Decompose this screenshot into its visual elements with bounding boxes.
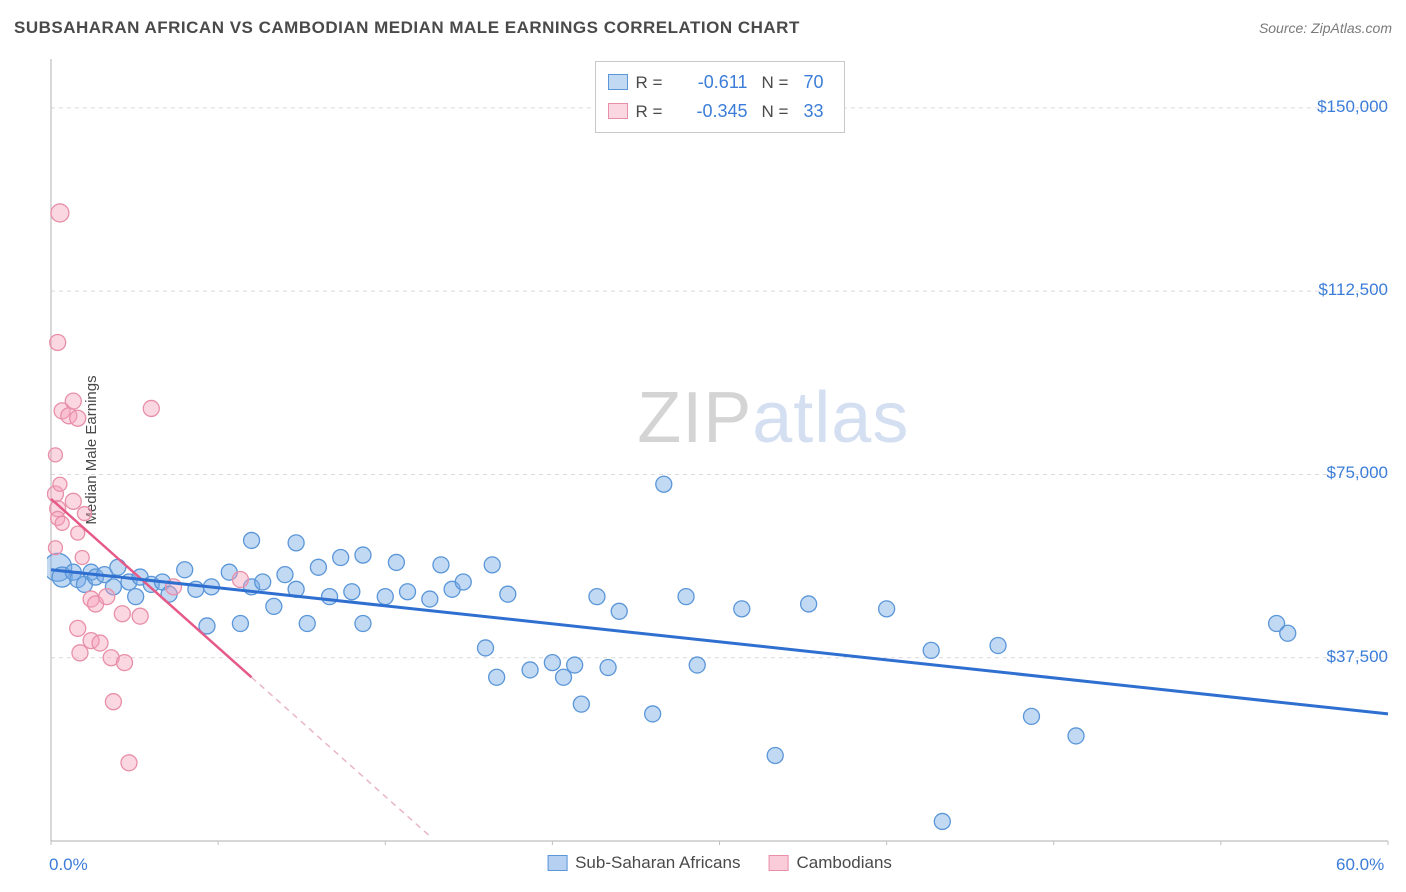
n-label: N = — [762, 69, 796, 96]
n-label: N = — [762, 98, 796, 125]
legend-label-ssa: Sub-Saharan Africans — [575, 853, 740, 873]
x-tick-label: 0.0% — [49, 855, 88, 875]
legend-item-camb: Cambodians — [768, 853, 891, 873]
y-tick-label: $112,500 — [1318, 280, 1388, 300]
r-value-camb: -0.345 — [678, 97, 748, 126]
r-label: R = — [636, 98, 670, 125]
y-tick-label: $75,000 — [1327, 463, 1388, 483]
legend-label-camb: Cambodians — [796, 853, 891, 873]
r-label: R = — [636, 69, 670, 96]
swatch-ssa — [608, 74, 628, 90]
y-tick-label: $37,500 — [1327, 647, 1388, 667]
swatch-ssa-bottom — [547, 855, 567, 871]
chart-header: SUBSAHARAN AFRICAN VS CAMBODIAN MEDIAN M… — [14, 18, 1392, 38]
y-tick-label: $150,000 — [1317, 97, 1388, 117]
n-value-camb: 33 — [804, 97, 832, 126]
chart-title: SUBSAHARAN AFRICAN VS CAMBODIAN MEDIAN M… — [14, 18, 800, 38]
legend-row-camb: R = -0.345 N = 33 — [608, 97, 832, 126]
r-value-ssa: -0.611 — [678, 68, 748, 97]
source-label: Source: — [1259, 20, 1311, 36]
correlation-legend: R = -0.611 N = 70 R = -0.345 N = 33 — [595, 61, 845, 133]
scatter-plot-svg — [47, 55, 1392, 845]
swatch-camb — [608, 103, 628, 119]
n-value-ssa: 70 — [804, 68, 832, 97]
x-tick-label: 60.0% — [1336, 855, 1384, 875]
legend-item-ssa: Sub-Saharan Africans — [547, 853, 740, 873]
legend-row-ssa: R = -0.611 N = 70 — [608, 68, 832, 97]
swatch-camb-bottom — [768, 855, 788, 871]
chart-source: Source: ZipAtlas.com — [1259, 20, 1392, 36]
plot-area: Median Male Earnings ZIPatlas R = -0.611… — [47, 55, 1392, 845]
series-legend: Sub-Saharan Africans Cambodians — [547, 853, 892, 873]
source-value: ZipAtlas.com — [1311, 20, 1392, 36]
